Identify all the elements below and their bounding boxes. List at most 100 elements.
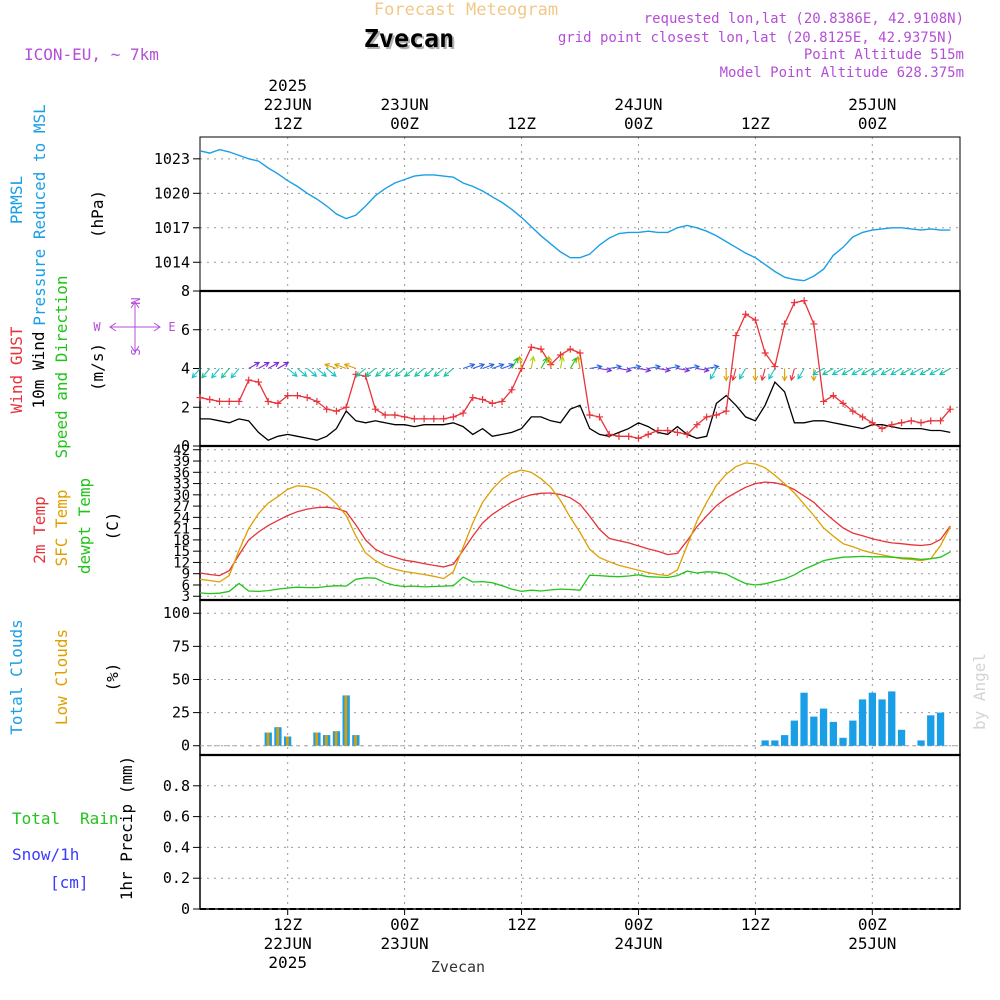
grid-point-lonlat: grid point closest lon,lat (20.8125E, 42… [558, 30, 954, 46]
wind-direction-arrow [333, 363, 347, 370]
top-time-label: 12Z [273, 114, 302, 133]
y-tick-label: 0 [181, 437, 190, 455]
panel-clouds: 0 25 50 75 100 [163, 599, 961, 756]
compass-west: W [93, 320, 101, 334]
wind-direction-arrow [667, 364, 681, 370]
wind-direction-arrow [929, 368, 941, 376]
wind-gust-point [790, 299, 798, 307]
compass-north: N [129, 297, 143, 304]
wind-gust-point [196, 394, 204, 402]
wind-direction-arrow [423, 368, 435, 377]
wind-gust-point [381, 411, 389, 419]
low-cloud-bar [354, 735, 357, 746]
wind-gust-point [820, 397, 828, 405]
y-tick-label: 100 [163, 604, 190, 622]
wind-gust-point [664, 427, 672, 434]
total-rain-label-total: Total [12, 809, 60, 828]
snow-label: Snow/1h [12, 845, 79, 864]
total-cloud-bar [810, 716, 818, 746]
wind-gust-point [625, 432, 633, 440]
wind-direction-arrow [628, 364, 642, 370]
wind-gust-point [254, 378, 262, 386]
top-time-label: 23JUN [381, 95, 429, 114]
low-cloud-bar [286, 736, 289, 746]
wind-gust-point [878, 425, 886, 433]
wind-gust-point [839, 399, 847, 407]
pressure-label-long: Pressure Reduced to MSL [30, 104, 49, 326]
bottom-time-label: 12Z [507, 915, 536, 934]
wind-direction-arrow [316, 368, 327, 377]
total-cloud-bar [839, 737, 847, 746]
wind-gust-point [800, 297, 808, 305]
temp-2m-line [199, 481, 951, 577]
wind-direction-arrow [462, 363, 476, 370]
wind-10m-label: 10m Wind [29, 331, 48, 408]
wind-direction-arrow [492, 363, 505, 370]
wind-gust-point [742, 310, 750, 318]
wind-direction-arrow [365, 368, 376, 377]
station-title-shadow: Zvecan [366, 26, 456, 55]
wind-direction-arrow [540, 357, 548, 369]
y-tick-label: 8 [181, 282, 190, 300]
y-tick-label: 42 [173, 443, 190, 459]
wind-gust-point [946, 405, 954, 413]
total-cloud-bar [917, 740, 925, 746]
total-cloud-bar [849, 720, 857, 746]
wind-direction-arrow [789, 368, 796, 382]
y-tick-label: 6 [181, 321, 190, 339]
bottom-time-label: 24JUN [614, 934, 662, 953]
model-name: ICON-EU, ~ 7km [24, 45, 159, 64]
wind-direction-arrow [752, 368, 759, 382]
wind-direction-arrow [938, 368, 951, 376]
y-tick-label: 33 [173, 477, 190, 493]
low-cloud-bar [344, 695, 348, 746]
wind-gust-point [323, 405, 331, 413]
panel-frame [199, 754, 961, 910]
wind-direction-arrow [677, 367, 691, 373]
point-altitude: Point Altitude 515m [804, 47, 964, 63]
sfc-temp-line [199, 462, 951, 583]
wind-direction-arrow [599, 367, 613, 373]
wind-direction-arrow [638, 367, 652, 373]
panel-frame [199, 445, 961, 601]
wind-gust-point [284, 392, 292, 400]
wind-unit: (m/s) [88, 343, 107, 391]
wind-gust-point [576, 349, 584, 357]
total-cloud-bar [936, 712, 945, 746]
wind-gust-point [751, 316, 759, 324]
y-tick-label: 25 [172, 704, 190, 722]
wind-direction-arrow [384, 368, 396, 377]
wind-direction-arrow [374, 368, 386, 377]
y-tick-label: 0.6 [163, 808, 190, 826]
wind-gust-point [634, 434, 642, 442]
wind-direction-arrow [589, 364, 603, 370]
wind-gust-point [712, 411, 720, 419]
y-tick-label: 39 [173, 454, 190, 470]
total-cloud-bar [878, 699, 886, 746]
wind-gust-point [595, 413, 603, 421]
wind-direction-arrow [546, 355, 553, 369]
bottom-time-label: 2025 [268, 953, 307, 972]
station-title: Zvecan [364, 24, 454, 53]
wind-direction-arrow [343, 363, 357, 370]
y-tick-label: 30 [173, 488, 190, 504]
wind-direction-arrow [618, 367, 632, 373]
bottom-time-label: 25JUN [848, 934, 896, 953]
wind-direction-arrow [831, 368, 844, 376]
wind-gust-line [199, 299, 951, 439]
wind-direction-arrow [482, 363, 495, 370]
y-tick-label: 9 [182, 567, 190, 583]
wind-gust-point [469, 394, 477, 402]
low-cloud-bar [334, 731, 338, 746]
wind-gust-point [293, 392, 301, 400]
wind-gust-point [927, 417, 935, 425]
total-cloud-bar [858, 699, 867, 746]
panel-pressure: 1014 1017 1020 1023 [154, 136, 961, 292]
y-tick-label: 1023 [154, 150, 190, 168]
panel-frame [199, 599, 961, 756]
pressure-unit: (hPa) [88, 190, 107, 238]
wind-direction-arrow [326, 368, 337, 377]
requested-lonlat: requested lon,lat (20.8386E, 42.9108N) [644, 11, 964, 27]
wind-direction-arrow [657, 367, 671, 373]
